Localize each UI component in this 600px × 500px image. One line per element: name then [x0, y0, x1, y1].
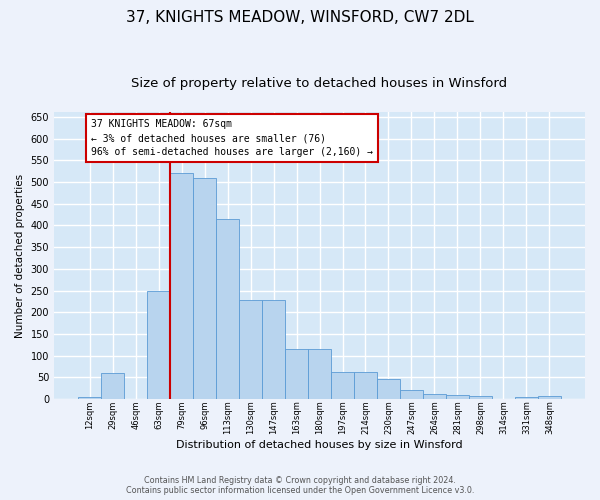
Bar: [469, 396, 492, 399]
Bar: [377, 379, 400, 399]
Bar: [262, 300, 285, 399]
Bar: [515, 397, 538, 399]
Text: 37, KNIGHTS MEADOW, WINSFORD, CW7 2DL: 37, KNIGHTS MEADOW, WINSFORD, CW7 2DL: [126, 10, 474, 25]
Bar: [354, 372, 377, 399]
X-axis label: Distribution of detached houses by size in Winsford: Distribution of detached houses by size …: [176, 440, 463, 450]
Bar: [239, 300, 262, 399]
Text: Contains HM Land Registry data © Crown copyright and database right 2024.
Contai: Contains HM Land Registry data © Crown c…: [126, 476, 474, 495]
Bar: [78, 397, 101, 399]
Bar: [170, 174, 193, 399]
Bar: [538, 396, 561, 399]
Y-axis label: Number of detached properties: Number of detached properties: [15, 174, 25, 338]
Bar: [193, 178, 216, 399]
Bar: [308, 349, 331, 399]
Bar: [331, 372, 354, 399]
Bar: [400, 390, 423, 399]
Text: 37 KNIGHTS MEADOW: 67sqm
← 3% of detached houses are smaller (76)
96% of semi-de: 37 KNIGHTS MEADOW: 67sqm ← 3% of detache…: [91, 119, 373, 157]
Bar: [423, 394, 446, 399]
Bar: [285, 349, 308, 399]
Bar: [101, 373, 124, 399]
Bar: [147, 290, 170, 399]
Bar: [216, 219, 239, 399]
Title: Size of property relative to detached houses in Winsford: Size of property relative to detached ho…: [131, 78, 508, 90]
Bar: [446, 395, 469, 399]
